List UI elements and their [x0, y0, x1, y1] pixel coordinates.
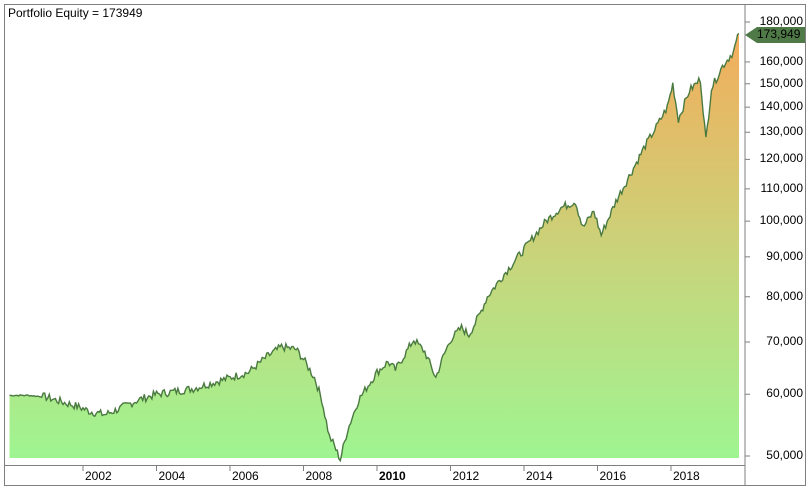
- y-tick-label: 80,000: [766, 288, 803, 303]
- x-tick-label: 2008: [305, 469, 333, 483]
- y-tick-label: 90,000: [766, 248, 803, 263]
- y-tick-label: 140,000: [759, 99, 803, 114]
- x-tick-label: 2004: [158, 469, 186, 483]
- y-tick-label: 120,000: [759, 151, 803, 166]
- last-value-badge-label: 173,949: [745, 27, 805, 42]
- x-tick-label: 2012: [452, 469, 480, 483]
- y-tick-label: 130,000: [759, 124, 803, 139]
- x-tick-label: 2018: [673, 469, 700, 483]
- y-tick-label: 70,000: [766, 333, 803, 348]
- last-value-badge: [745, 27, 805, 43]
- x-tick-label: 2016: [599, 469, 627, 483]
- chart-title: Portfolio Equity = 173949: [8, 6, 143, 20]
- last-value-text: 173,949: [757, 27, 801, 41]
- equity-area: [9, 33, 739, 461]
- y-axis-ticks: [745, 21, 750, 457]
- y-tick-label: 50,000: [766, 448, 803, 462]
- y-tick-label: 150,000: [759, 75, 803, 90]
- y-tick-label: 110,000: [760, 180, 804, 195]
- y-tick-label: 160,000: [759, 53, 803, 68]
- y-tick-label: 100,000: [759, 213, 803, 228]
- x-tick-label: 2002: [85, 469, 112, 483]
- x-tick-label: 2006: [232, 469, 259, 483]
- equity-line: [9, 32, 740, 463]
- x-axis-ticks: [82, 466, 672, 471]
- x-tick-label: 2010: [379, 469, 406, 483]
- y-tick-label: 60,000: [766, 386, 803, 401]
- y-tick-label: 180,000: [759, 14, 803, 28]
- x-tick-label: 2014: [526, 469, 553, 483]
